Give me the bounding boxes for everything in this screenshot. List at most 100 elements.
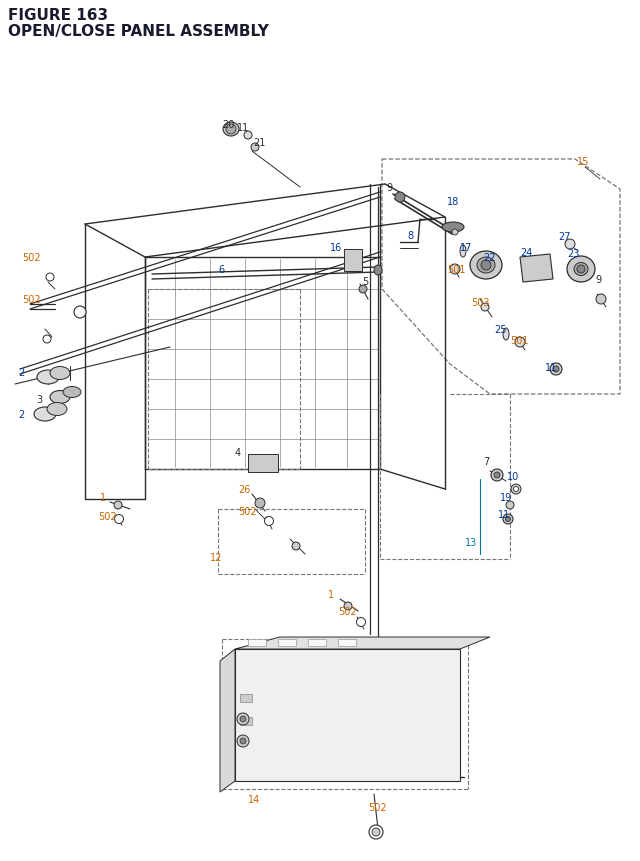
Text: 8: 8 [407,231,413,241]
Ellipse shape [460,245,466,257]
Text: 25: 25 [494,325,506,335]
Text: 502: 502 [22,253,40,263]
Bar [278,639,296,647]
Circle shape [372,828,380,836]
Text: 27: 27 [558,232,570,242]
Polygon shape [235,649,460,781]
Ellipse shape [37,370,59,385]
Bar [248,455,278,473]
Text: 2: 2 [18,410,24,419]
Text: 7: 7 [483,456,489,467]
Polygon shape [520,255,553,282]
Circle shape [506,517,511,522]
Text: 503: 503 [471,298,490,307]
Circle shape [114,501,122,510]
Circle shape [452,230,458,236]
Ellipse shape [574,263,588,276]
Circle shape [240,738,246,744]
Text: 2: 2 [18,368,24,378]
Ellipse shape [477,257,495,274]
Bar [240,717,252,725]
Text: 15: 15 [577,157,589,167]
Circle shape [237,735,249,747]
Bar [338,639,356,647]
Circle shape [511,485,521,494]
Text: 19: 19 [500,492,512,503]
Circle shape [494,473,500,479]
Circle shape [395,193,405,202]
Text: 4: 4 [235,448,241,457]
Text: 502: 502 [368,802,387,812]
Text: 26: 26 [238,485,250,494]
Polygon shape [220,649,235,792]
Circle shape [369,825,383,839]
Text: 16: 16 [330,243,342,253]
Text: 22: 22 [483,253,495,263]
Text: 9: 9 [595,275,601,285]
Text: FIGURE 163: FIGURE 163 [8,8,108,23]
Ellipse shape [47,403,67,416]
Circle shape [46,274,54,282]
Text: 3: 3 [36,394,42,405]
Text: 18: 18 [447,197,460,207]
Circle shape [577,266,585,274]
Text: 11: 11 [498,510,510,519]
Text: 12: 12 [210,553,222,562]
Circle shape [255,499,265,508]
Circle shape [264,517,273,526]
Text: 5: 5 [362,276,368,287]
Ellipse shape [34,407,56,422]
Ellipse shape [442,223,464,232]
Circle shape [344,603,352,610]
Ellipse shape [470,251,502,280]
Circle shape [74,307,86,319]
Ellipse shape [50,367,70,380]
Ellipse shape [63,387,81,398]
Text: 17: 17 [460,243,472,253]
Circle shape [553,367,559,373]
Text: 6: 6 [218,264,224,275]
Circle shape [506,501,514,510]
Text: 13: 13 [465,537,477,548]
Text: 1: 1 [100,492,106,503]
Text: 502: 502 [98,511,116,522]
Text: 502: 502 [238,506,257,517]
Ellipse shape [374,266,382,276]
Ellipse shape [567,257,595,282]
Text: 9: 9 [386,183,392,193]
Circle shape [359,286,367,294]
Ellipse shape [503,329,509,341]
Text: 14: 14 [248,794,260,804]
Bar [248,639,266,647]
Text: 10: 10 [507,472,519,481]
Text: 1: 1 [328,589,334,599]
Circle shape [43,336,51,344]
Text: 502: 502 [338,606,356,616]
Circle shape [251,144,259,152]
Circle shape [356,618,365,627]
Text: 501: 501 [447,264,465,275]
Text: 502: 502 [22,294,40,305]
Text: 501: 501 [510,336,529,345]
Circle shape [226,125,236,135]
Circle shape [503,514,513,524]
Text: 20: 20 [222,120,234,130]
Ellipse shape [50,391,70,404]
Circle shape [450,264,460,275]
Circle shape [481,261,491,270]
Text: 11: 11 [545,362,557,373]
Text: 21: 21 [253,138,266,148]
Circle shape [596,294,606,305]
Circle shape [292,542,300,550]
Circle shape [513,487,518,492]
Circle shape [244,132,252,139]
Circle shape [240,716,246,722]
Circle shape [550,363,562,375]
Circle shape [481,304,489,312]
Ellipse shape [223,123,239,137]
Bar [308,639,326,647]
Bar [240,694,252,703]
Text: 11: 11 [237,123,249,133]
Circle shape [115,515,124,523]
Circle shape [237,713,249,725]
